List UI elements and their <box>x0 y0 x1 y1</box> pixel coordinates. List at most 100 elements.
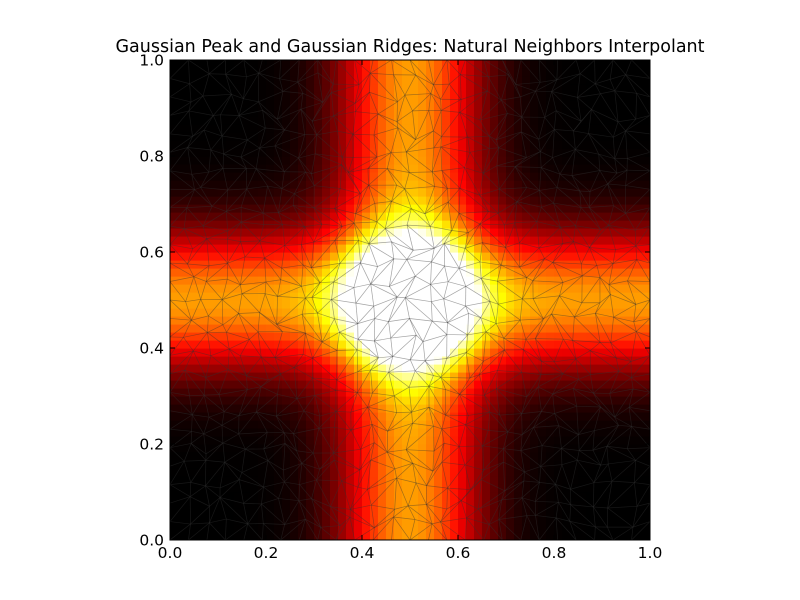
heatmap-cell <box>402 92 411 101</box>
heatmap-cell <box>410 156 419 165</box>
heatmap-cell <box>594 132 603 141</box>
heatmap-cell <box>602 236 611 245</box>
heatmap-cell <box>578 436 587 445</box>
mesh-edge <box>355 185 369 214</box>
heatmap-cell <box>218 220 227 229</box>
mesh-edge <box>468 313 481 319</box>
mesh-edge <box>189 394 205 397</box>
heatmap-cell <box>450 444 459 453</box>
heatmap-cell <box>458 76 467 85</box>
heatmap-cell <box>170 364 179 373</box>
heatmap-cell <box>378 524 387 533</box>
heatmap-cell <box>410 532 419 540</box>
mesh-edge <box>409 318 417 336</box>
mesh-edge <box>284 481 300 501</box>
mesh-edge <box>276 313 303 325</box>
heatmap-cell <box>378 316 387 325</box>
heatmap-cell <box>586 388 595 397</box>
heatmap-cell <box>274 476 283 485</box>
heatmap-cell <box>218 492 227 501</box>
heatmap-cell <box>362 524 371 533</box>
mesh-edge <box>313 240 335 243</box>
heatmap-cell <box>258 180 267 189</box>
heatmap-cell <box>522 60 531 69</box>
heatmap-cell <box>378 228 387 237</box>
heatmap-cell <box>634 308 643 317</box>
heatmap-cell <box>458 260 467 269</box>
mesh-edge <box>394 478 397 510</box>
mesh-edge <box>222 168 229 191</box>
heatmap-cell <box>290 260 299 269</box>
heatmap-cell <box>578 108 587 117</box>
mesh-edge <box>297 72 319 83</box>
heatmap-cell <box>170 260 179 269</box>
heatmap-cell <box>370 68 379 77</box>
mesh-edge <box>406 224 435 249</box>
heatmap-cell <box>546 100 555 109</box>
heatmap-cell <box>634 332 643 341</box>
heatmap-cell <box>586 420 595 429</box>
heatmap-cell <box>546 132 555 141</box>
mesh-edge <box>337 131 343 158</box>
heatmap-cell <box>458 436 467 445</box>
heatmap-cell <box>586 356 595 365</box>
heatmap-cell <box>298 508 307 517</box>
heatmap-cell <box>506 388 515 397</box>
heatmap-cell <box>186 516 195 525</box>
heatmap-cell <box>266 188 275 197</box>
heatmap-cell <box>194 84 203 93</box>
mesh-edge <box>370 283 375 307</box>
mesh-edge <box>479 223 483 243</box>
heatmap-cell <box>394 492 403 501</box>
heatmap-cell <box>514 204 523 213</box>
mesh-edge <box>170 431 192 448</box>
heatmap-cell <box>450 420 459 429</box>
heatmap-cell <box>578 156 587 165</box>
mesh-edge <box>301 226 305 245</box>
heatmap-cell <box>474 60 483 69</box>
heatmap-cell <box>522 364 531 373</box>
heatmap-cell <box>554 404 563 413</box>
heatmap-cell <box>490 316 499 325</box>
mesh-edge <box>183 443 192 462</box>
mesh-edge <box>447 188 449 203</box>
heatmap-cell <box>378 404 387 413</box>
heatmap-cell <box>378 516 387 525</box>
heatmap-cell <box>610 148 619 157</box>
heatmap-cell <box>626 524 635 533</box>
heatmap-cell <box>554 348 563 357</box>
heatmap-cell <box>554 204 563 213</box>
heatmap-cell <box>426 172 435 181</box>
heatmap-cell <box>514 452 523 461</box>
heatmap-cell <box>186 124 195 133</box>
mesh-edge <box>415 110 430 140</box>
heatmap-cell <box>474 428 483 437</box>
mesh-edge <box>311 282 321 298</box>
heatmap-cell <box>242 308 251 317</box>
heatmap-cell <box>210 180 219 189</box>
heatmap-cell <box>298 204 307 213</box>
triangulation-mesh <box>170 60 650 540</box>
heatmap-cell <box>346 204 355 213</box>
mesh-edge <box>426 462 443 486</box>
heatmap-cell <box>394 220 403 229</box>
mesh-edge <box>397 94 406 103</box>
mesh-edge <box>414 519 433 525</box>
heatmap-cell <box>242 84 251 93</box>
mesh-edge <box>222 135 248 141</box>
heatmap-cell <box>322 340 331 349</box>
mesh-edge <box>479 261 502 266</box>
heatmap-cell <box>330 332 339 341</box>
mesh-edge <box>238 386 262 416</box>
heatmap-cell <box>370 164 379 173</box>
heatmap-cell <box>442 500 451 509</box>
heatmap-cell <box>458 60 467 69</box>
heatmap-cell <box>330 284 339 293</box>
heatmap-cell <box>570 84 579 93</box>
heatmap-cell <box>274 236 283 245</box>
heatmap-cell <box>218 84 227 93</box>
heatmap-cell <box>186 172 195 181</box>
heatmap-cell <box>298 68 307 77</box>
heatmap-cell <box>498 460 507 469</box>
mesh-edge <box>170 262 195 278</box>
